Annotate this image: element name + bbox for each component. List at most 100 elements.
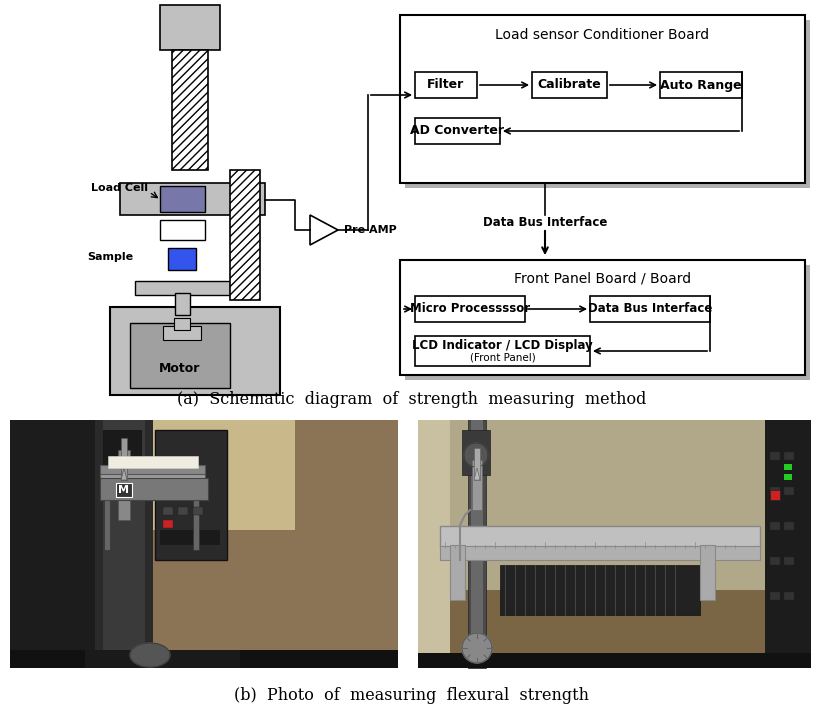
Bar [100,474,205,480]
Bar [163,520,173,528]
Bar [160,220,205,240]
Bar [193,507,203,515]
Text: Sample: Sample [87,252,133,262]
Text: Load Cell: Load Cell [91,183,148,193]
Bar [784,464,792,470]
Bar [770,557,780,565]
Bar [700,545,715,600]
Bar [770,522,780,530]
Polygon shape [462,633,492,663]
Bar [186,491,192,495]
Bar [175,293,190,315]
Text: (a)  Schematic  diagram  of  strength  measuring  method: (a) Schematic diagram of strength measur… [177,391,647,408]
Bar [590,296,710,322]
Text: (b)  Photo  of  measuring  flexural  strength: (b) Photo of measuring flexural strength [235,686,589,703]
Bar [120,183,265,215]
Bar [163,507,173,515]
Bar [400,15,805,183]
Bar [10,420,95,668]
Bar [95,420,153,668]
Bar [405,265,810,380]
Bar [784,557,794,565]
Text: Pre AMP: Pre AMP [344,225,396,235]
Bar [108,456,198,468]
Polygon shape [121,468,127,480]
Text: Calibrate: Calibrate [537,79,602,91]
Text: M: M [119,485,129,495]
Bar [770,592,780,600]
Bar [500,565,700,615]
Bar [168,248,196,270]
Bar [765,420,811,668]
Bar [784,592,794,600]
Bar [415,336,590,366]
Bar [172,50,208,170]
Bar [770,490,780,500]
Bar [418,420,450,668]
Bar [660,72,742,98]
Bar [103,420,145,668]
Bar [118,450,130,520]
Text: Auto Range: Auto Range [660,79,742,91]
Bar [121,438,127,480]
Bar [450,420,765,590]
Bar [784,522,794,530]
Bar [230,170,260,300]
Bar [174,318,190,330]
Bar [415,296,525,322]
Bar [405,20,810,188]
Bar [10,420,398,668]
Bar [135,281,230,295]
Bar [440,546,760,560]
Bar [130,323,230,388]
Bar [103,430,141,480]
Bar [160,186,205,212]
Bar [400,260,805,375]
Bar [471,420,483,668]
Bar [462,430,490,475]
Polygon shape [464,443,488,467]
Text: Load sensor Conditioner Board: Load sensor Conditioner Board [495,28,709,42]
Bar [110,307,280,395]
Bar [104,498,110,550]
Bar [784,474,792,480]
Polygon shape [474,468,480,480]
Bar [472,460,482,510]
Text: Data Bus Interface: Data Bus Interface [588,303,712,316]
Bar [10,650,398,668]
Text: Micro Processssor: Micro Processssor [410,303,530,316]
Bar [418,420,811,668]
Bar [163,326,201,340]
Bar [85,650,240,668]
Bar [178,507,188,515]
Bar [450,545,465,600]
Bar [174,491,180,495]
Bar [193,498,199,550]
Bar [440,526,760,548]
Text: LCD Indicator / LCD Display: LCD Indicator / LCD Display [412,339,593,353]
Polygon shape [310,215,338,245]
Bar [100,465,205,475]
Bar [415,118,500,144]
Bar [160,5,220,50]
Bar [160,530,220,545]
Polygon shape [130,643,170,667]
Bar [418,653,811,668]
Bar [784,452,794,460]
Text: Filter: Filter [428,79,465,91]
Bar [415,72,477,98]
Bar [770,487,780,495]
Bar [770,452,780,460]
Text: AD Converter: AD Converter [410,124,504,138]
Bar [468,420,486,668]
Bar [95,420,295,530]
Text: (Front Panel): (Front Panel) [470,353,536,363]
Bar [532,72,607,98]
Bar [784,487,794,495]
Bar [474,448,480,480]
Text: Data Bus Interface: Data Bus Interface [483,216,607,228]
Bar [100,478,208,500]
Bar [162,491,168,495]
Bar [155,430,227,560]
Text: Motor: Motor [159,361,201,375]
